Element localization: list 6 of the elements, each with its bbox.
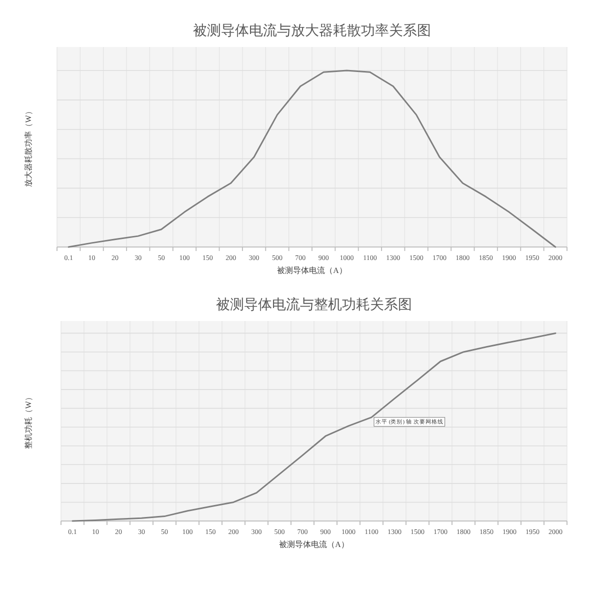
chart-title: 被测导体电流与整机功耗关系图 [216, 297, 412, 313]
y-axis-title: 整机功耗（W） [24, 393, 33, 449]
chart-title: 被测导体电流与放大器耗散功率关系图 [193, 23, 431, 39]
y-axis-title: 放大器耗散功率（W） [24, 107, 33, 187]
x-axis-title: 被测导体电流（A） [279, 540, 349, 549]
x-axis-title: 被测导体电流（A） [277, 266, 347, 275]
